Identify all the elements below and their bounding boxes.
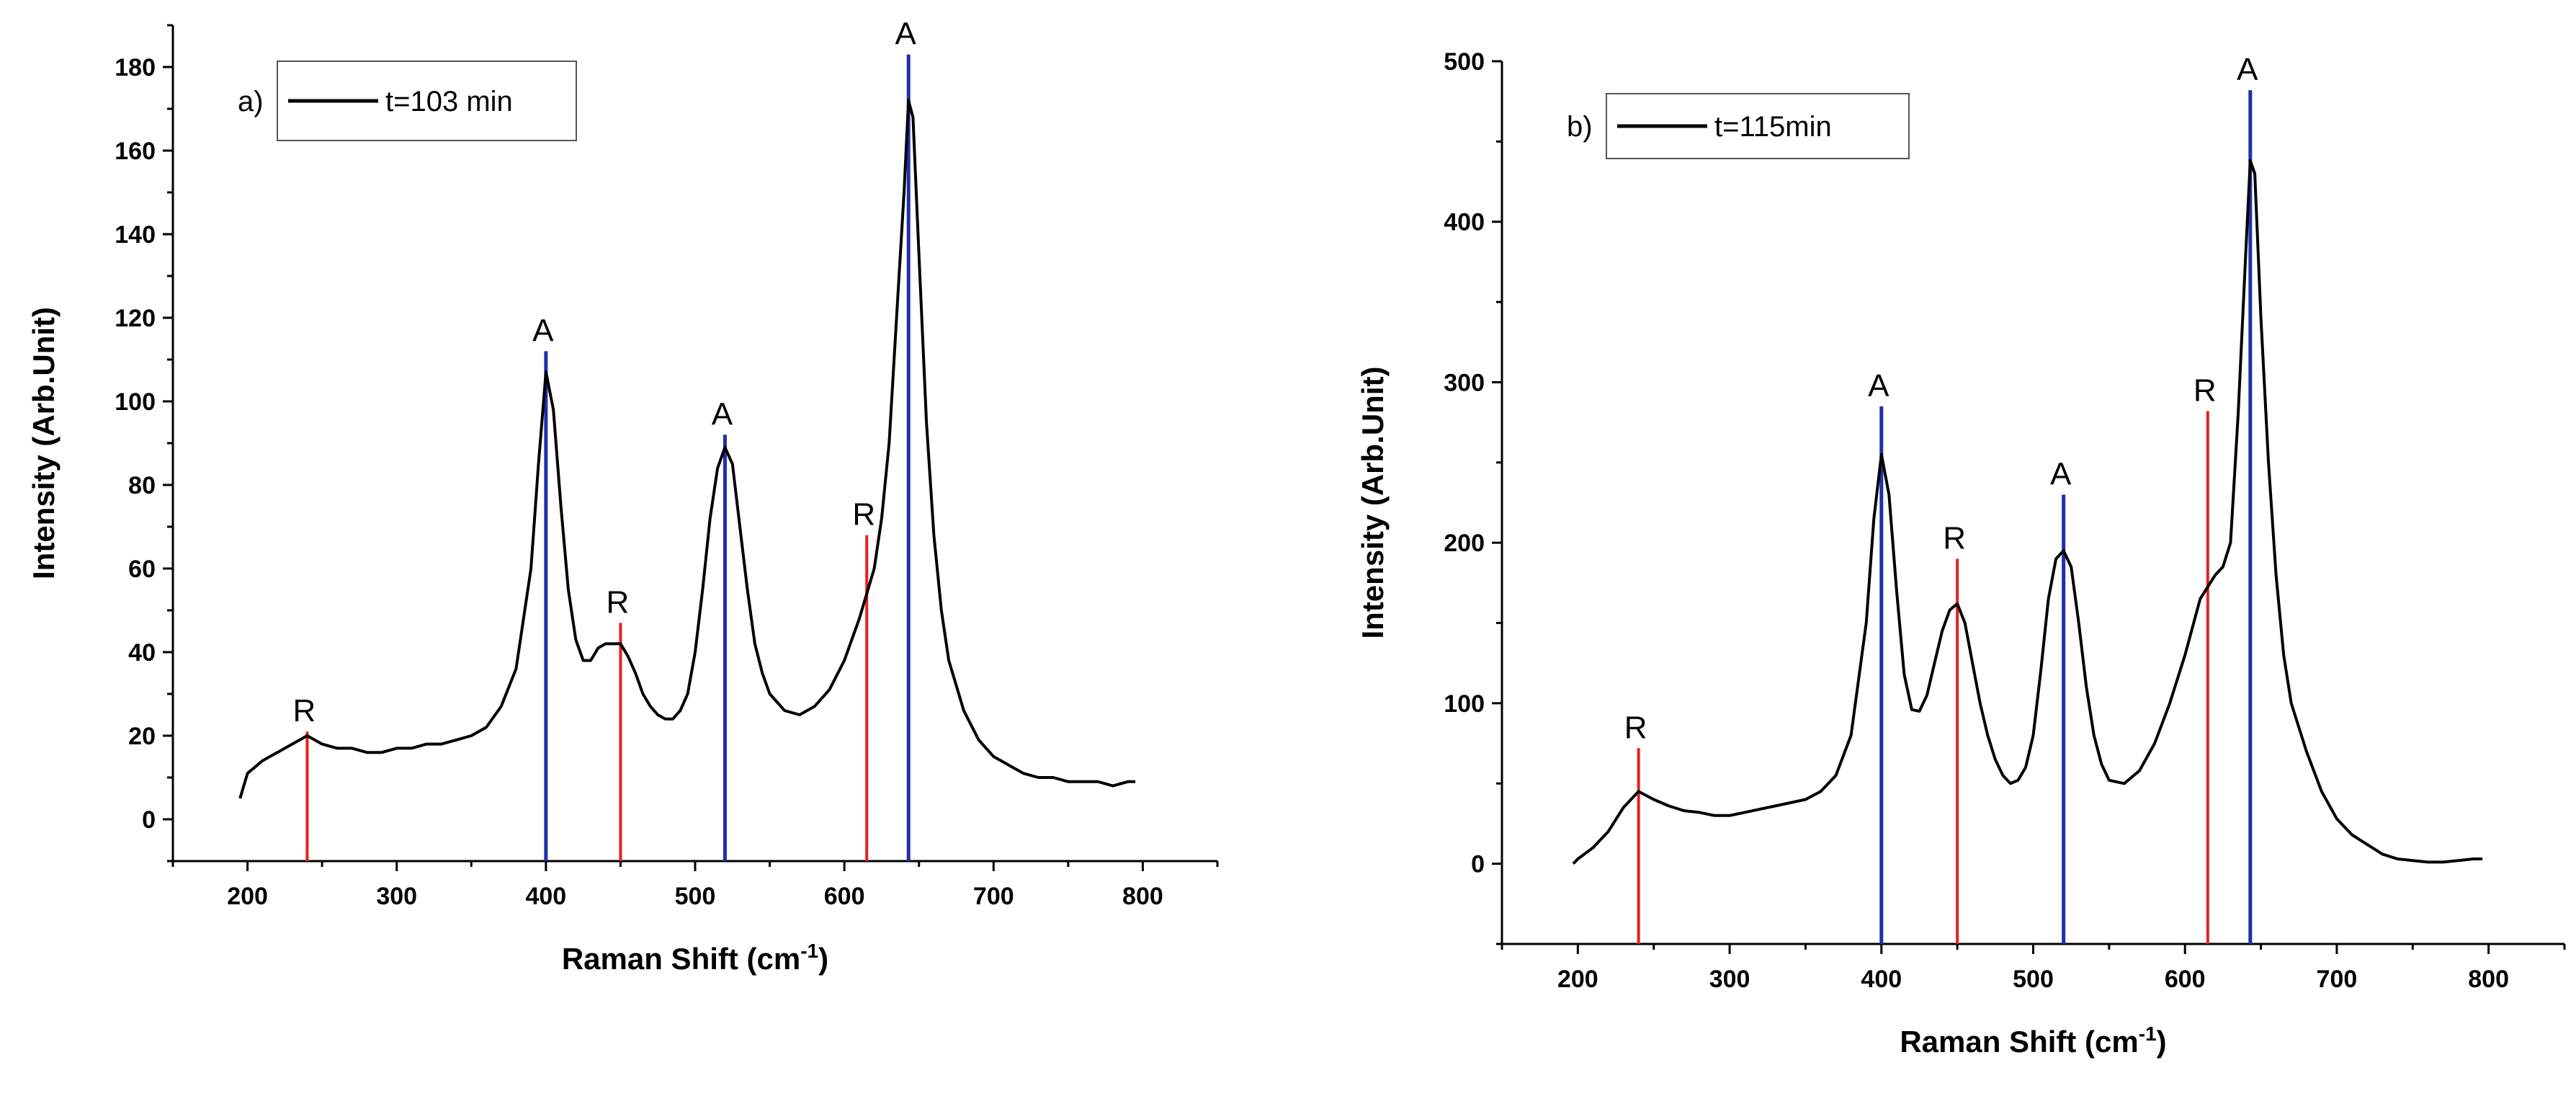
spectrum-line xyxy=(1572,159,2483,865)
y-tick-label: 160 xyxy=(115,138,156,165)
y-tick-label: 140 xyxy=(115,221,156,249)
y-tick-label: 300 xyxy=(1444,369,1485,396)
y-tick-label: 60 xyxy=(128,556,156,583)
peak-label: A xyxy=(2050,456,2072,491)
peak-label: R xyxy=(852,497,875,533)
panel-b: 0 100 200 300 400 500 200 300 400 500 600 700 800 Ram… xyxy=(1356,48,2566,1059)
y-tick-label: 400 xyxy=(1444,209,1485,236)
x-axis-title-main: Raman Shift (cm xyxy=(562,942,800,976)
x-tick-label: 800 xyxy=(1122,883,1163,910)
x-tick-label: 200 xyxy=(1557,966,1598,993)
spectrum-line xyxy=(238,99,1136,799)
panel-label: b) xyxy=(1567,111,1593,143)
x-tick-label: 800 xyxy=(2468,966,2509,993)
peak-label: A xyxy=(895,17,917,52)
x-tick-label: 300 xyxy=(1709,966,1750,993)
y-tick-label: 0 xyxy=(1471,851,1485,878)
x-tick-label: 500 xyxy=(675,883,716,910)
x-axis-title-end: ) xyxy=(818,942,828,976)
y-tick-label: 120 xyxy=(115,305,156,332)
x-tick-label: 400 xyxy=(525,883,566,910)
x-tick-label: 700 xyxy=(2317,966,2358,993)
peak-label: R xyxy=(607,584,630,620)
legend-box xyxy=(1606,93,1910,159)
y-axis-title: Intensity (Arb.Unit) xyxy=(1356,367,1390,639)
peak-label: R xyxy=(293,693,316,729)
y-tick-label: 40 xyxy=(128,639,156,667)
x-axis-title: Raman Shift (cm-1) xyxy=(1900,1023,2166,1059)
y-tick-label: 20 xyxy=(128,723,156,750)
x-axis-title-sup: -1 xyxy=(2139,1023,2157,1045)
x-tick-label: 600 xyxy=(824,883,865,910)
x-tick-label: 400 xyxy=(1861,966,1902,993)
peak-label: A xyxy=(1868,368,1889,404)
x-axis-title: Raman Shift (cm-1) xyxy=(562,940,828,976)
x-axis-title-sup: -1 xyxy=(800,940,818,962)
y-tick-label: 100 xyxy=(115,388,156,416)
legend-label: t=115min xyxy=(1714,111,1832,143)
x-tick-label: 600 xyxy=(2165,966,2206,993)
y-tick-label: 200 xyxy=(1444,530,1485,557)
panel-a: 0 20 40 60 80 100 120 140 160 180 200 300 400 500 600 7… xyxy=(27,17,1219,976)
peak-label: R xyxy=(1943,520,1966,556)
peak-label: A xyxy=(712,396,733,432)
y-tick-label: 500 xyxy=(1444,48,1485,76)
x-tick-label: 300 xyxy=(376,883,417,910)
y-tick-label: 100 xyxy=(1444,690,1485,718)
panel-label: a) xyxy=(238,86,264,117)
x-tick-label: 500 xyxy=(2013,966,2054,993)
legend-box xyxy=(277,61,577,141)
peak-label: A xyxy=(532,313,554,348)
peak-label: A xyxy=(2237,52,2258,87)
y-tick-label: 80 xyxy=(128,472,156,499)
x-axis-title-end: ) xyxy=(2157,1025,2167,1059)
peak-label: R xyxy=(1624,710,1647,745)
x-tick-label: 700 xyxy=(973,883,1014,910)
legend-label: t=103 min xyxy=(385,86,513,117)
peak-label: R xyxy=(2193,373,2217,409)
y-tick-label: 0 xyxy=(142,806,156,834)
x-tick-label: 200 xyxy=(227,883,268,910)
y-axis-title: Intensity (Arb.Unit) xyxy=(27,307,61,579)
y-tick-label: 180 xyxy=(115,54,156,81)
x-axis-title-main: Raman Shift (cm xyxy=(1900,1025,2138,1059)
